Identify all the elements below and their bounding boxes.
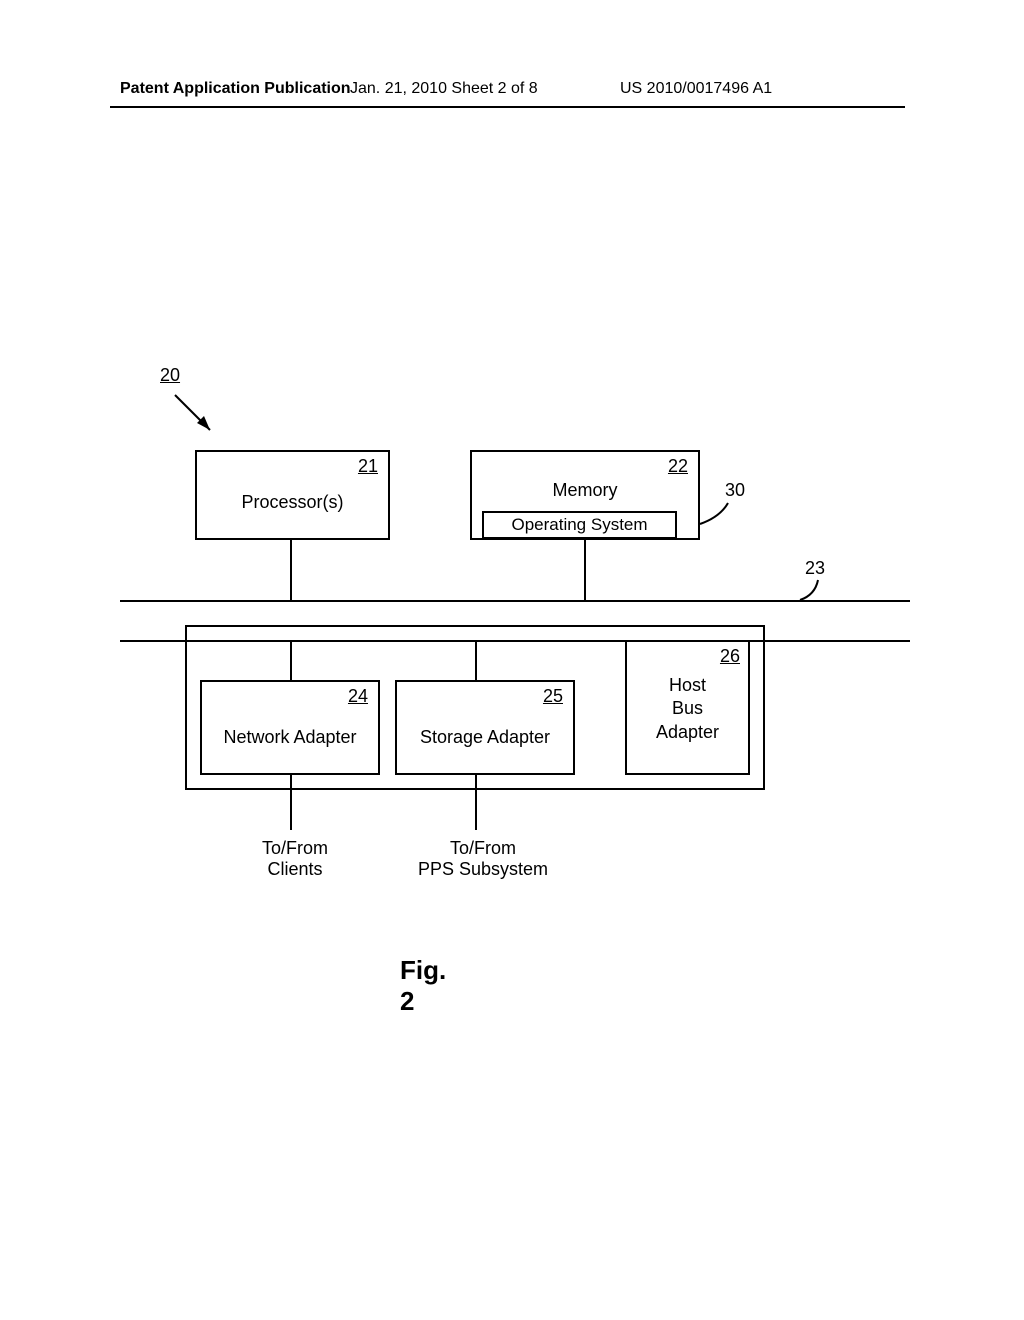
network-adapter-box: 24 Network Adapter [200, 680, 380, 775]
hba-label-2: Bus [627, 697, 748, 720]
ref-memory: 22 [668, 456, 688, 477]
ref-storage-adapter: 25 [543, 686, 563, 707]
arrow-system-icon [0, 0, 1024, 1320]
pps-label-group: To/From PPS Subsystem [408, 838, 558, 880]
pps-label-1: To/From [408, 838, 558, 859]
bus-top [120, 600, 910, 602]
figure-caption: Fig. 2 [400, 955, 446, 1017]
conn-bus-net [290, 642, 292, 680]
storage-adapter-label: Storage Adapter [397, 727, 573, 748]
hba-label-3: Adapter [627, 721, 748, 744]
conn-net-clients [290, 775, 292, 830]
header-rule [110, 106, 905, 108]
conn-proc-bus [290, 540, 292, 600]
ref-os: 30 [725, 480, 745, 501]
conn-bus-stor [475, 642, 477, 680]
clients-label-2: Clients [250, 859, 340, 880]
header-center: Jan. 21, 2010 Sheet 2 of 8 [350, 80, 538, 98]
leader-os-icon [0, 0, 1024, 1320]
leader-bus-icon [0, 0, 1024, 1320]
clients-label-1: To/From [250, 838, 340, 859]
header-left: Patent Application Publication [120, 80, 351, 98]
bus-bottom [120, 640, 910, 642]
os-box: Operating System [482, 511, 677, 539]
ref-processor: 21 [358, 456, 378, 477]
ref-bus: 23 [805, 558, 825, 579]
processor-label: Processor(s) [197, 492, 388, 513]
host-bus-adapter-box: 26 Host Bus Adapter [625, 640, 750, 775]
memory-box: 22 Memory Operating System [470, 450, 700, 540]
header-right: US 2010/0017496 A1 [620, 80, 772, 98]
ref-hba: 26 [720, 646, 740, 667]
os-label: Operating System [511, 515, 647, 534]
ref-system: 20 [160, 365, 180, 386]
pps-label-2: PPS Subsystem [408, 859, 558, 880]
page: Patent Application Publication Jan. 21, … [0, 0, 1024, 1320]
conn-stor-pps [475, 775, 477, 830]
ref-network-adapter: 24 [348, 686, 368, 707]
hba-label-group: Host Bus Adapter [627, 674, 748, 744]
memory-label: Memory [472, 480, 698, 501]
storage-adapter-box: 25 Storage Adapter [395, 680, 575, 775]
processor-box: 21 Processor(s) [195, 450, 390, 540]
clients-label-group: To/From Clients [250, 838, 340, 880]
conn-mem-bus [584, 540, 586, 600]
hba-label-1: Host [627, 674, 748, 697]
network-adapter-label: Network Adapter [202, 727, 378, 748]
